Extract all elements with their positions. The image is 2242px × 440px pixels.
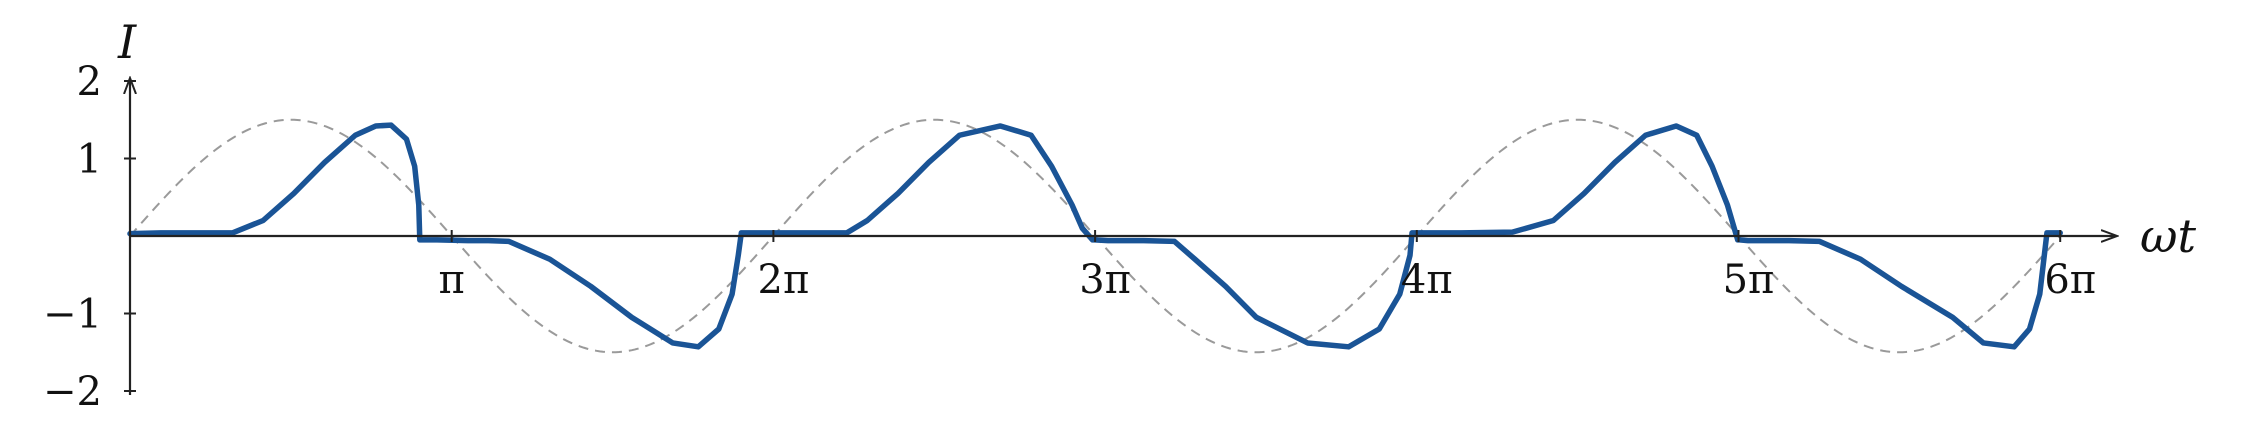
y-tick-label: −1	[43, 292, 102, 338]
x-tick-label: 2π	[758, 257, 810, 303]
x-tick-label: 6π	[2044, 257, 2096, 303]
x-tick-label: 5π	[1723, 257, 1775, 303]
y-tick-label: 2	[77, 59, 102, 105]
current-series-layer	[127, 122, 2063, 350]
current-waveform-line	[127, 122, 2063, 350]
y-tick-label: −2	[43, 369, 102, 415]
x-tick-label: 3π	[1079, 257, 1131, 303]
x-tick-label: 4π	[1401, 257, 1453, 303]
x-ticks: π 2π 3π 4π 5π 6π	[439, 230, 2096, 303]
x-tick-label: π	[439, 257, 465, 303]
y-tick-label: 1	[77, 137, 102, 183]
y-ticks: 2 1 −1 −2	[43, 59, 136, 415]
y-axis-label: I	[117, 15, 137, 69]
x-axis-label: ωt	[2140, 209, 2197, 263]
